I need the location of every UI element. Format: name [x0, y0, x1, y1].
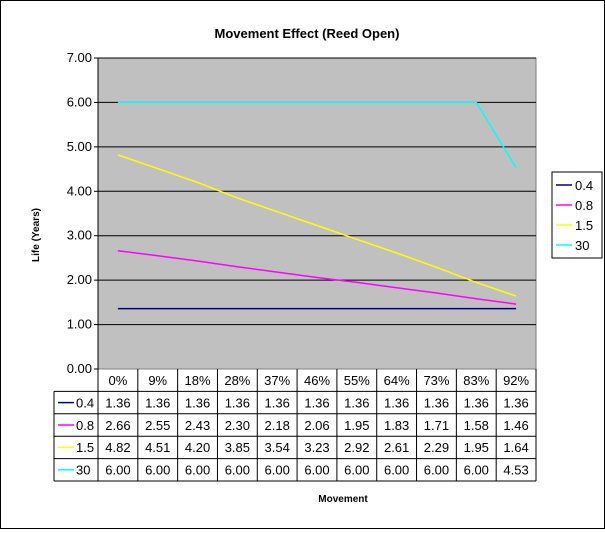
table-cell: 4.53	[503, 463, 528, 478]
x-category-label: 37%	[264, 373, 290, 388]
table-cell: 6.00	[225, 463, 250, 478]
table-series-label: 30	[76, 463, 90, 478]
data-table: 0% 9% 18% 28% 37% 46% 55% 64% 73% 83% 92% 0.4 1.36 1.…	[53, 369, 537, 482]
y-tick-label: 7.00	[67, 50, 92, 65]
table-cell: 1.36	[344, 395, 369, 410]
table-cell: 3.54	[265, 440, 290, 455]
legend-entry: 30	[575, 238, 589, 253]
table-cell: 6.00	[464, 463, 489, 478]
x-category-label: 0%	[109, 373, 128, 388]
table-cell: 2.06	[304, 418, 329, 433]
table-cell: 6.00	[304, 463, 329, 478]
table-cell: 2.92	[344, 440, 369, 455]
series-line-1-5	[117, 154, 517, 297]
y-tick-label: 2.00	[67, 272, 92, 287]
table-cell: 2.30	[225, 418, 250, 433]
plot-area: 0.00 1.00 2.00 3.00 4.00 5.00 6.00 7.00	[67, 50, 537, 376]
plot-background	[97, 57, 537, 370]
table-cell: 1.71	[424, 418, 449, 433]
table-cell: 1.36	[424, 395, 449, 410]
table-cell: 1.36	[464, 395, 489, 410]
x-category-label: 92%	[503, 373, 529, 388]
table-cell: 1.83	[384, 418, 409, 433]
table-cell: 6.00	[105, 463, 130, 478]
table-cell: 3.23	[304, 440, 329, 455]
table-cell: 4.82	[105, 440, 130, 455]
table-series-label: 0.8	[76, 418, 94, 433]
table-cell: 2.66	[105, 418, 130, 433]
x-category-label: 64%	[384, 373, 410, 388]
table-cell: 6.00	[185, 463, 210, 478]
table-cell: 6.00	[265, 463, 290, 478]
table-cell: 4.20	[185, 440, 210, 455]
legend-box	[551, 171, 603, 259]
table-series-label: 1.5	[76, 440, 94, 455]
x-category-label: 83%	[463, 373, 489, 388]
table-cell: 1.36	[145, 395, 170, 410]
table-cell: 3.85	[225, 440, 250, 455]
series-line-30	[117, 101, 517, 169]
x-category-label: 46%	[304, 373, 330, 388]
table-cell: 1.36	[105, 395, 130, 410]
table-cell: 1.64	[503, 440, 528, 455]
legend: 0.4 0.8 1.5 30	[551, 171, 603, 259]
table-cell: 6.00	[384, 463, 409, 478]
table-series-label: 0.4	[76, 395, 94, 410]
table-cell: 2.61	[384, 440, 409, 455]
table-cell: 2.18	[265, 418, 290, 433]
x-category-label: 28%	[224, 373, 250, 388]
y-axis-label: Life (Years)	[31, 208, 42, 262]
legend-entry: 0.8	[575, 198, 593, 213]
table-cell: 2.29	[424, 440, 449, 455]
series-line-0-8	[117, 250, 517, 305]
table-cell: 1.36	[265, 395, 290, 410]
x-category-label: 18%	[185, 373, 211, 388]
table-cell: 1.36	[185, 395, 210, 410]
table-cell: 1.95	[464, 440, 489, 455]
table-cell: 1.36	[503, 395, 528, 410]
legend-entry: 1.5	[575, 218, 593, 233]
table-cell: 1.36	[225, 395, 250, 410]
y-tick-label: 1.00	[67, 317, 92, 332]
table-cell: 4.51	[145, 440, 170, 455]
table-cell: 1.36	[384, 395, 409, 410]
table-cell: 6.00	[145, 463, 170, 478]
table-cell: 1.58	[464, 418, 489, 433]
chart-title: Movement Effect (Reed Open)	[215, 26, 400, 41]
y-tick-label: 4.00	[67, 183, 92, 198]
y-tick-label: 5.00	[67, 139, 92, 154]
y-tick-label: 6.00	[67, 94, 92, 109]
y-tick-label: 3.00	[67, 228, 92, 243]
x-category-label: 9%	[148, 373, 167, 388]
x-category-label: 73%	[423, 373, 449, 388]
y-tick-label: 0.00	[67, 361, 92, 376]
table-cell: 2.43	[185, 418, 210, 433]
legend-entry: 0.4	[575, 178, 593, 193]
x-category-label: 55%	[344, 373, 370, 388]
table-cell: 2.55	[145, 418, 170, 433]
table-cell: 1.46	[503, 418, 528, 433]
table-cell: 1.36	[304, 395, 329, 410]
x-axis-label: Movement	[318, 494, 368, 505]
table-cell: 6.00	[424, 463, 449, 478]
table-cell: 1.95	[344, 418, 369, 433]
table-cell: 6.00	[344, 463, 369, 478]
